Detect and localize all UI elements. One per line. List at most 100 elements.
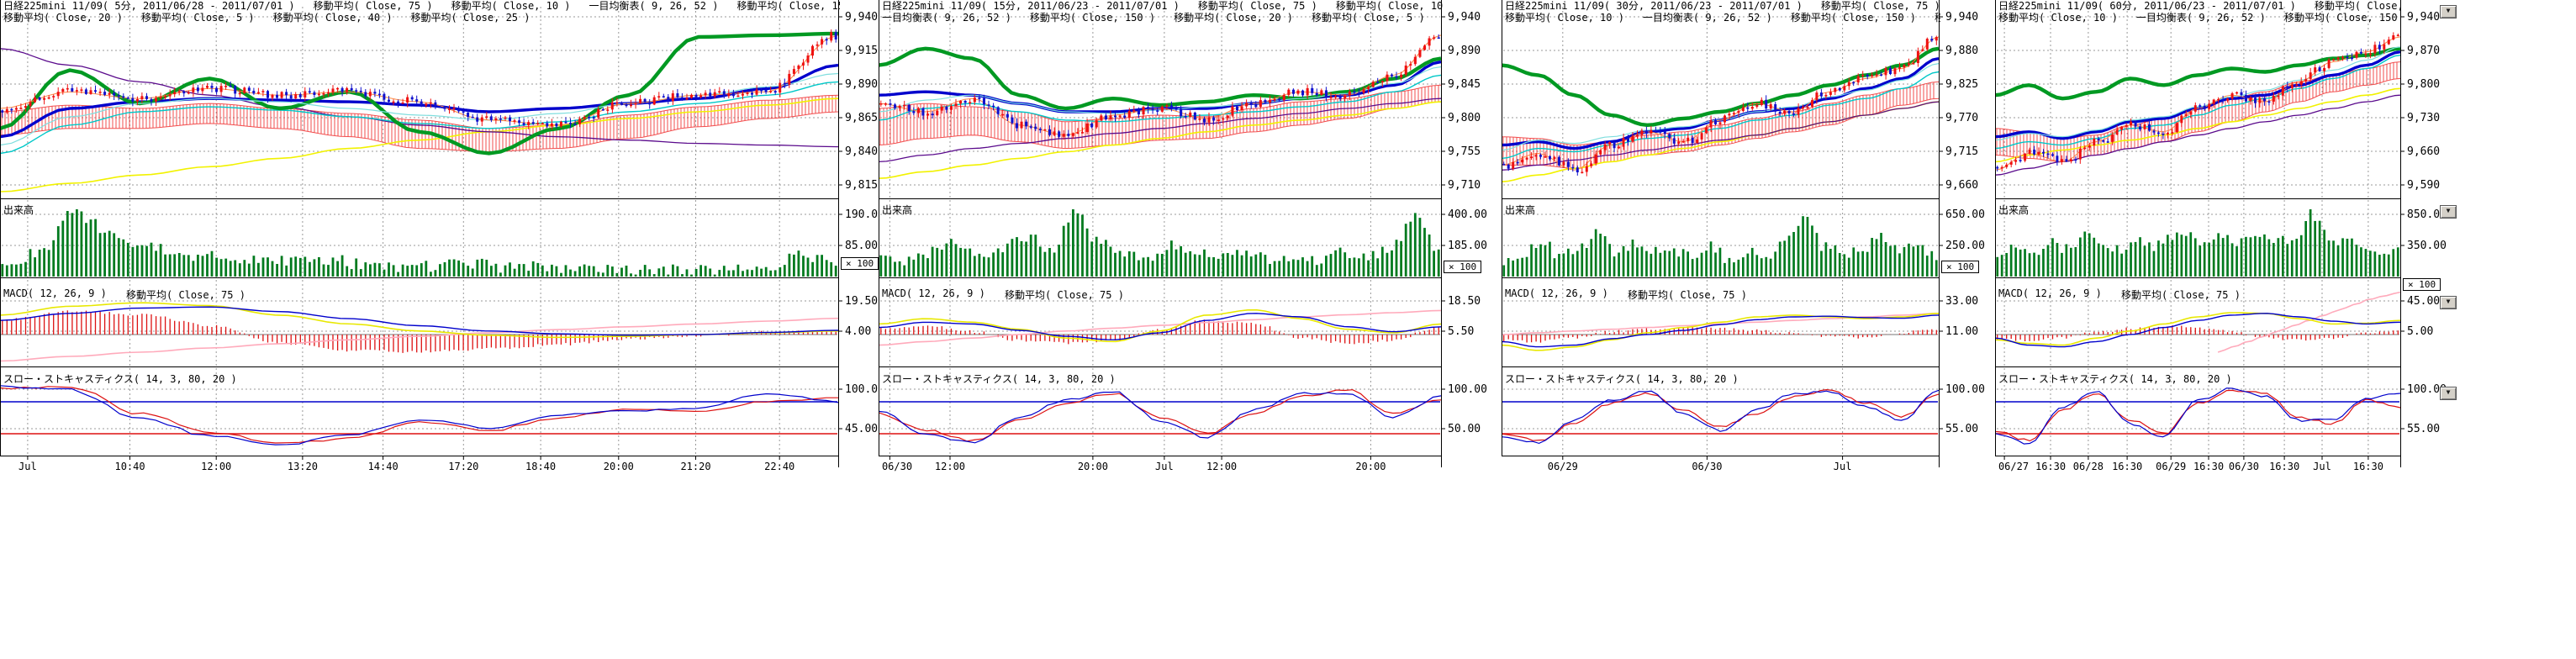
ma-line-25 xyxy=(0,81,839,155)
volume-bar xyxy=(973,256,976,277)
chart-plot-area[interactable] xyxy=(1502,0,1995,479)
scroll-down-button[interactable]: ▼ xyxy=(2440,5,2457,18)
scroll-down-button[interactable]: ▼ xyxy=(2440,205,2457,219)
volume-bar xyxy=(331,257,335,277)
macd-signal-line xyxy=(1502,313,1940,351)
volume-bar xyxy=(1875,239,1878,277)
volume-bar xyxy=(1558,254,1560,277)
volume-bar xyxy=(1811,225,1813,277)
volume-bar xyxy=(2093,237,2096,277)
scroll-down-button[interactable]: ▼ xyxy=(2440,296,2457,309)
volume-bar xyxy=(383,269,386,277)
volume-bars xyxy=(1996,209,2399,277)
candle-body xyxy=(1824,94,1828,97)
time-axis-label: 06/30 xyxy=(881,461,913,472)
candle-body xyxy=(1644,130,1648,134)
volume-bar xyxy=(1138,260,1140,277)
candle-body xyxy=(377,93,381,96)
chart-plot-area[interactable] xyxy=(0,0,879,479)
volume-bar xyxy=(490,266,493,277)
volume-bar xyxy=(1311,256,1314,277)
candle-body xyxy=(224,86,228,87)
volume-bar xyxy=(2346,239,2349,277)
macd-line xyxy=(1502,314,1940,348)
volume-bar xyxy=(2351,238,2353,277)
macd-section-label: MACD( 12, 26, 9 ) xyxy=(1998,287,2102,299)
candle-body xyxy=(1525,157,1528,160)
candle-body xyxy=(2277,95,2280,98)
volume-bar xyxy=(1193,254,1196,277)
volume-bar xyxy=(1861,250,1864,277)
volume-bar xyxy=(462,262,465,277)
volume-bar xyxy=(397,272,399,277)
chart-plot-area[interactable] xyxy=(1995,0,2466,479)
volume-bar xyxy=(834,266,837,277)
macd-ma-label: 移動平均( Close, 75 ) xyxy=(1005,289,1124,301)
candle-body xyxy=(1011,117,1014,124)
volume-bar xyxy=(373,262,377,277)
candle-body xyxy=(1076,132,1079,134)
candle-body xyxy=(690,94,693,98)
candle-body xyxy=(2111,134,2114,142)
candle-body xyxy=(2249,98,2252,102)
chart-plot-area[interactable] xyxy=(879,0,1502,479)
candle-body xyxy=(1930,39,1934,41)
candle-body xyxy=(267,91,269,98)
volume-bar xyxy=(2336,245,2340,277)
volume-bar xyxy=(1549,241,1551,277)
volume-bar xyxy=(2230,243,2234,277)
candle-body xyxy=(388,99,390,102)
volume-bar xyxy=(1917,245,1919,277)
candle-body xyxy=(727,93,731,97)
volume-bar xyxy=(1655,246,1657,277)
candle-body xyxy=(313,92,316,95)
candle-body xyxy=(1815,92,1819,101)
candle-body xyxy=(52,96,55,98)
volume-bar xyxy=(1856,251,1860,277)
volume-bar xyxy=(1544,245,1547,277)
price-axis-label: 9,890 xyxy=(845,78,879,91)
ma-line-20 xyxy=(1995,46,2401,141)
volume-bar xyxy=(2115,245,2119,277)
candle-body xyxy=(285,92,288,96)
volume-bar xyxy=(122,239,125,277)
candle-body xyxy=(219,86,223,92)
scroll-down-button[interactable]: ▼ xyxy=(2440,387,2457,400)
candle-body xyxy=(945,106,948,110)
volume-bar xyxy=(1663,250,1666,277)
candle-body xyxy=(410,97,414,100)
candle-body xyxy=(773,91,777,93)
volume-bar xyxy=(182,255,186,277)
price-axis-label: 9,755 xyxy=(1448,145,1481,158)
candle-body xyxy=(457,108,461,112)
candle-body xyxy=(1226,115,1229,119)
candle-body xyxy=(884,103,887,105)
candle-body xyxy=(2009,161,2013,165)
volume-bar xyxy=(601,272,604,277)
candle-body xyxy=(2184,114,2188,116)
volume-bar xyxy=(1132,251,1136,277)
candle-body xyxy=(2299,81,2303,85)
volume-bar xyxy=(1160,254,1164,277)
indicator-label: 移動平均( Close, 150 ) xyxy=(736,1,840,12)
candle-body xyxy=(2368,53,2372,55)
volume-bar xyxy=(1437,249,1440,277)
volume-bar xyxy=(494,263,498,277)
candle-body xyxy=(1557,156,1560,166)
indicator-label: 移動平均( Close, 75 ) xyxy=(1197,1,1317,12)
candle-body xyxy=(140,96,144,100)
price-axis-label: 9,940 xyxy=(1448,11,1481,24)
candle-body xyxy=(606,109,610,111)
volume-bar xyxy=(10,264,13,277)
candle-body xyxy=(541,123,544,124)
volume-bar xyxy=(224,258,228,277)
volume-bar xyxy=(1880,233,1882,277)
volume-bar xyxy=(513,268,516,277)
candle-body xyxy=(1829,92,1832,95)
candle-body xyxy=(131,98,135,102)
volume-bar xyxy=(1114,252,1116,277)
price-axis-label: 9,865 xyxy=(845,112,879,124)
candle-body xyxy=(1627,138,1629,142)
candle-body xyxy=(1792,113,1796,115)
volume-bar xyxy=(551,264,553,277)
